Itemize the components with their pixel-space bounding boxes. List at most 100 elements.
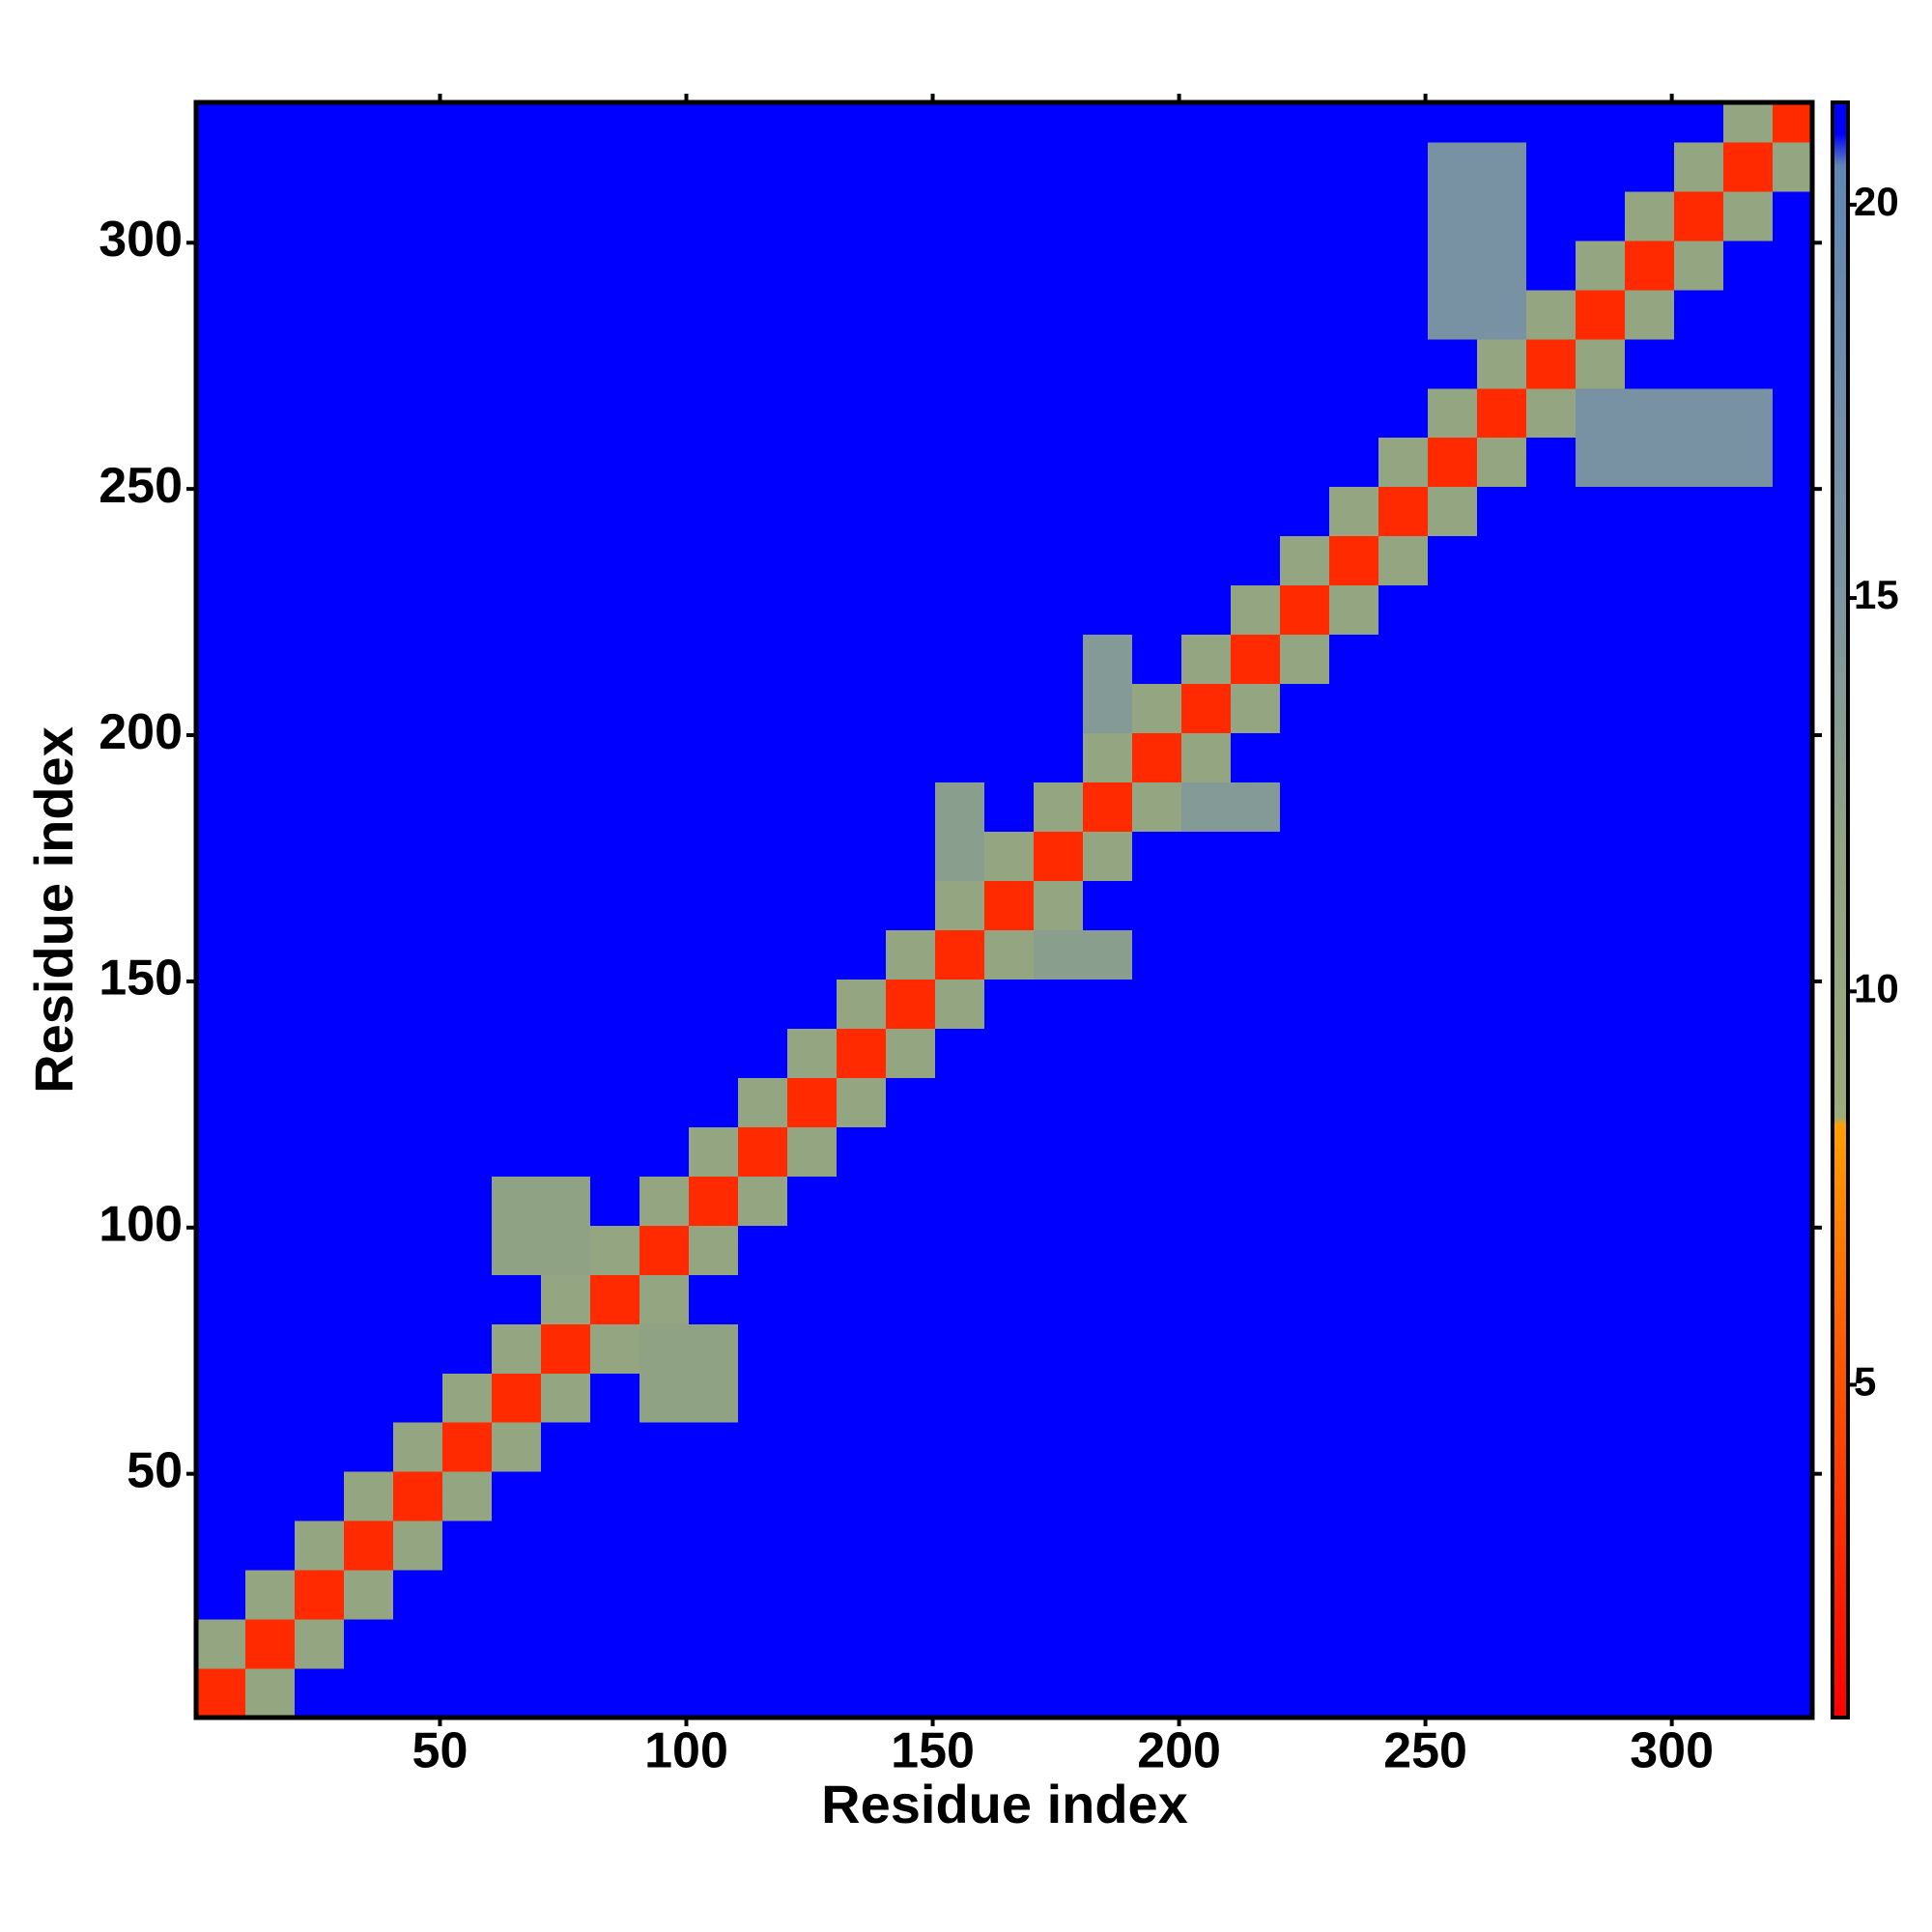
heatmap-cell: [245, 486, 296, 537]
heatmap-cell: [787, 929, 838, 980]
heatmap-cell: [1280, 1028, 1330, 1078]
heatmap-cell: [738, 338, 788, 389]
heatmap-cell: [935, 880, 985, 930]
heatmap-cell: [787, 1176, 838, 1226]
heatmap-cell: [1428, 141, 1478, 192]
x-tick-label: 300: [1630, 1723, 1714, 1779]
heatmap-cell: [886, 1077, 936, 1127]
heatmap-cell: [886, 190, 936, 242]
heatmap-cell: [1674, 1570, 1724, 1620]
heatmap-cell: [1329, 683, 1379, 734]
heatmap-cell: [935, 1274, 985, 1324]
heatmap-cell: [1132, 1028, 1182, 1078]
heatmap-cell: [1576, 1422, 1626, 1472]
heatmap-cell: [1329, 979, 1379, 1029]
heatmap-cell: [787, 437, 838, 488]
heatmap-cell: [1526, 634, 1577, 685]
heatmap-cell: [1576, 1668, 1626, 1719]
heatmap-cell: [1083, 1028, 1133, 1078]
heatmap-cell: [1329, 1619, 1379, 1669]
heatmap-cell: [1526, 437, 1577, 488]
heatmap-cell: [1329, 1668, 1379, 1719]
heatmap-cell: [442, 289, 493, 340]
heatmap-cell: [295, 929, 345, 980]
heatmap-cell: [541, 240, 591, 291]
heatmap-cell: [886, 1373, 936, 1423]
heatmap-cell: [1723, 1077, 1774, 1127]
heatmap-cell: [639, 387, 690, 439]
heatmap-cell: [935, 1028, 985, 1078]
heatmap-cell: [935, 240, 985, 291]
heatmap-cell: [689, 781, 739, 833]
heatmap-cell: [1428, 338, 1478, 389]
heatmap-cell: [1477, 338, 1527, 389]
heatmap-cell: [590, 1570, 640, 1620]
heatmap-cell: [1378, 1422, 1429, 1472]
heatmap-cell: [1625, 831, 1675, 882]
heatmap-cell: [541, 486, 591, 537]
heatmap-cell: [344, 190, 394, 242]
heatmap-cell: [1083, 1373, 1133, 1423]
heatmap-cell: [344, 1225, 394, 1275]
heatmap-cell: [1034, 732, 1084, 783]
heatmap-cell: [787, 634, 838, 685]
heatmap-cell: [196, 880, 246, 930]
heatmap-cell: [295, 584, 345, 636]
heatmap-cell: [1773, 1176, 1813, 1226]
heatmap-cell: [1231, 1126, 1281, 1177]
heatmap-cell: [1625, 437, 1675, 488]
heatmap-cell: [541, 437, 591, 488]
heatmap-cell: [787, 102, 838, 143]
heatmap-cell: [344, 634, 394, 685]
heatmap-cell: [1674, 1668, 1724, 1719]
heatmap-cell: [1034, 831, 1084, 882]
heatmap-cell: [886, 289, 936, 340]
heatmap-cell: [492, 732, 542, 783]
heatmap-cell: [984, 831, 1035, 882]
heatmap-cell: [935, 141, 985, 192]
heatmap-cell: [590, 880, 640, 930]
heatmap-cell: [1181, 1471, 1232, 1521]
heatmap-cell: [1477, 1471, 1527, 1521]
heatmap-cell: [1526, 831, 1577, 882]
heatmap-cell: [590, 1323, 640, 1374]
heatmap-cell: [590, 437, 640, 488]
heatmap-cell: [344, 584, 394, 636]
heatmap-cell: [639, 1077, 690, 1127]
heatmap-cell: [1034, 486, 1084, 537]
heatmap-cell: [984, 929, 1035, 980]
heatmap-cell: [393, 1520, 443, 1571]
heatmap-cell: [1477, 1373, 1527, 1423]
heatmap-cell: [1034, 240, 1084, 291]
heatmap-cell: [1280, 634, 1330, 685]
heatmap-cell: [492, 1274, 542, 1324]
heatmap-cell: [1625, 929, 1675, 980]
heatmap-cell: [295, 1668, 345, 1719]
heatmap-cell: [344, 831, 394, 882]
heatmap-cell: [442, 1225, 493, 1275]
colorbar-tick-label: 15: [1854, 572, 1899, 617]
heatmap-cell: [1280, 880, 1330, 930]
heatmap-cell: [1083, 1422, 1133, 1472]
heatmap-cell: [541, 880, 591, 930]
heatmap-cell: [1773, 535, 1813, 586]
heatmap-cell: [738, 831, 788, 882]
heatmap-cell: [344, 387, 394, 439]
heatmap-cell: [1280, 1471, 1330, 1521]
heatmap-cell: [1477, 437, 1527, 488]
heatmap-cell: [984, 1028, 1035, 1078]
heatmap-cell: [1477, 1520, 1527, 1571]
heatmap-cell: [1674, 1028, 1724, 1078]
heatmap-cell: [492, 102, 542, 143]
heatmap-cell: [1378, 732, 1429, 783]
heatmap-cell: [492, 1619, 542, 1669]
heatmap-cell: [590, 732, 640, 783]
heatmap-cell: [738, 1471, 788, 1521]
heatmap-cell: [984, 1422, 1035, 1472]
heatmap-cell: [1576, 732, 1626, 783]
y-tick-label: 100: [99, 1197, 183, 1253]
heatmap-cell: [1625, 141, 1675, 192]
heatmap-cell: [1132, 289, 1182, 340]
heatmap-cell: [344, 732, 394, 783]
heatmap-cell: [837, 1619, 887, 1669]
